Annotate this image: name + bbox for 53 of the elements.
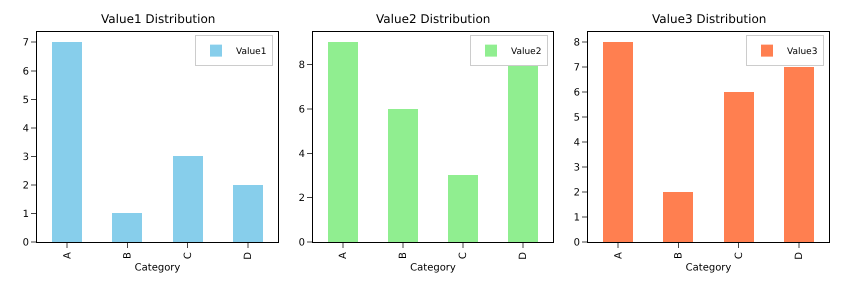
- y-tick-label: 7: [574, 62, 580, 74]
- y-tick-label: 5: [574, 112, 580, 124]
- y-tick-label: 1: [574, 212, 580, 224]
- x-axis-title: Category: [410, 262, 456, 274]
- y-tick-label: 0: [574, 238, 580, 249]
- x-tick-label: D: [518, 252, 530, 260]
- bar: [328, 42, 358, 242]
- bar: [112, 213, 142, 242]
- x-tick-label: A: [62, 252, 74, 259]
- x-tick-label: B: [674, 252, 685, 259]
- x-tick-label: C: [458, 252, 470, 260]
- bar: [233, 185, 263, 242]
- legend-label: Value2: [511, 47, 542, 58]
- x-tick-label: C: [734, 252, 745, 260]
- x-tick-label: D: [243, 252, 254, 260]
- y-tick-label: 5: [22, 94, 29, 106]
- y-tick-label: 2: [22, 180, 29, 192]
- y-tick-label: 6: [574, 88, 580, 99]
- bar: [448, 175, 478, 242]
- x-tick-label: C: [182, 252, 194, 260]
- y-tick-label: 1: [22, 209, 29, 220]
- x-axis-title: Category: [686, 262, 732, 274]
- y-tick-label: 6: [298, 104, 305, 116]
- y-tick-label: 3: [574, 162, 580, 174]
- bar: [52, 42, 82, 242]
- chart-title: Value3 Distribution: [652, 12, 766, 26]
- x-axis-title: Category: [134, 262, 180, 274]
- y-tick-label: 6: [22, 66, 29, 78]
- bar: [603, 42, 633, 242]
- y-tick-label: 4: [22, 123, 29, 134]
- bar: [388, 109, 418, 242]
- y-tick-label: 8: [298, 60, 305, 71]
- x-tick-label: A: [338, 252, 350, 259]
- legend-label: Value1: [236, 47, 266, 58]
- bar: [173, 156, 203, 242]
- chart-title: Value1 Distribution: [101, 12, 216, 26]
- bar: [724, 92, 754, 242]
- x-tick-label: B: [122, 252, 134, 259]
- chart-title: Value2 Distribution: [376, 12, 490, 26]
- y-tick-label: 7: [22, 38, 29, 49]
- y-tick-label: 0: [298, 238, 305, 249]
- bar: [663, 192, 693, 242]
- y-tick-label: 2: [574, 188, 580, 199]
- legend-label: Value3: [787, 47, 818, 58]
- y-tick-label: 3: [22, 152, 29, 163]
- x-tick-label: B: [398, 252, 410, 259]
- y-tick-label: 4: [574, 138, 580, 149]
- y-tick-label: 0: [22, 238, 29, 249]
- x-tick-label: A: [613, 252, 624, 259]
- y-tick-label: 8: [574, 38, 580, 49]
- y-tick-label: 4: [298, 148, 305, 160]
- x-tick-label: D: [794, 252, 806, 260]
- y-tick-label: 2: [298, 193, 305, 204]
